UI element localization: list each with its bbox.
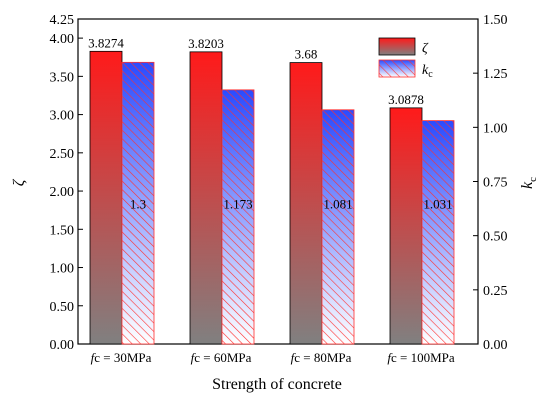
bar-kc-hatch xyxy=(221,89,255,345)
category-label-rest: c = 100MPa xyxy=(391,350,455,365)
category-label: fc = 80MPa xyxy=(291,350,352,365)
category-label-rest: c = 30MPa xyxy=(94,350,151,365)
left-tick-label: 1.50 xyxy=(50,223,75,238)
left-tick-label: 0.00 xyxy=(50,338,75,353)
data-label-zeta: 3.0878 xyxy=(388,92,424,107)
bar-kc-hatch xyxy=(321,109,355,345)
right-tick-label: 1.00 xyxy=(483,121,508,136)
legend-swatch-kc-hatch xyxy=(378,59,416,78)
left-tick-label: 2.00 xyxy=(50,185,75,200)
data-label-kc: 1.3 xyxy=(130,196,146,211)
right-tick-label: 1.25 xyxy=(483,67,508,82)
right-tick-label: 0.75 xyxy=(483,176,508,191)
data-label-zeta: 3.68 xyxy=(295,47,318,62)
left-tick-label: 3.50 xyxy=(50,70,75,85)
category-label-italic: f xyxy=(387,350,393,365)
legend-label-kc: kc xyxy=(422,63,433,80)
x-axis-title: Strength of concrete xyxy=(212,376,342,393)
right-tick-label: 0.50 xyxy=(483,230,508,245)
right-tick-label: 0.00 xyxy=(483,338,508,353)
right-axis-title: kc xyxy=(519,177,539,189)
bar-kc-hatch xyxy=(121,61,155,345)
left-tick-label: 3.00 xyxy=(50,109,75,124)
category-label: fc = 100MPa xyxy=(387,350,455,365)
left-tick-label: 1.00 xyxy=(50,262,75,277)
category-label-italic: f xyxy=(291,350,297,365)
data-label-zeta: 3.8274 xyxy=(88,35,124,50)
left-tick-label: 0.50 xyxy=(50,300,75,315)
bar-kc-hatch xyxy=(421,120,455,345)
right-axis-ticks: 0.00 0.25 0.50 0.75 1.00 1.25 1.50 xyxy=(473,13,508,353)
category-label: fc = 30MPa xyxy=(91,350,152,365)
category-label-italic: f xyxy=(91,350,97,365)
category-labels: fc = 30MPa fc = 60MPa fc = 80MPa fc = 100MP… xyxy=(91,350,455,365)
left-tick-label: 4.00 xyxy=(50,32,75,47)
bar-zeta xyxy=(89,50,123,345)
data-label-kc: 1.173 xyxy=(223,196,252,211)
left-axis-title: ζ xyxy=(11,178,28,186)
right-tick-label: 0.25 xyxy=(483,284,508,299)
right-tick-label: 1.50 xyxy=(483,13,508,28)
legend-label-kc-main: k xyxy=(422,63,429,78)
legend: ζ kc xyxy=(378,37,433,80)
category-label-rest: c = 60MPa xyxy=(194,350,251,365)
left-tick-label: 2.50 xyxy=(50,147,75,162)
bar-zeta xyxy=(189,51,223,345)
data-label-kc: 1.081 xyxy=(323,196,352,211)
left-tick-label: 4.25 xyxy=(50,13,75,28)
left-axis-ticks: 0.00 0.50 1.00 1.50 2.00 2.50 3.00 3.50 4.00 4.25 xyxy=(50,13,83,353)
legend-label-kc-sub: c xyxy=(428,69,433,80)
category-label-italic: f xyxy=(191,350,197,365)
legend-label-zeta: ζ xyxy=(422,41,429,56)
bar-zeta xyxy=(389,107,423,345)
data-labels: 3.8274 1.3 3.8203 1.173 3.68 1.081 3.0878 1.031 xyxy=(88,35,453,211)
bar-zeta xyxy=(289,62,323,345)
bars xyxy=(89,50,455,345)
category-label: fc = 60MPa xyxy=(191,350,252,365)
legend-swatch-zeta xyxy=(378,37,416,56)
right-axis-title-sub: c xyxy=(527,177,539,182)
category-label-rest: c = 80MPa xyxy=(294,350,351,365)
data-label-kc: 1.031 xyxy=(423,196,452,211)
data-label-zeta: 3.8203 xyxy=(188,36,224,51)
right-axis-title-main: k xyxy=(519,181,536,189)
